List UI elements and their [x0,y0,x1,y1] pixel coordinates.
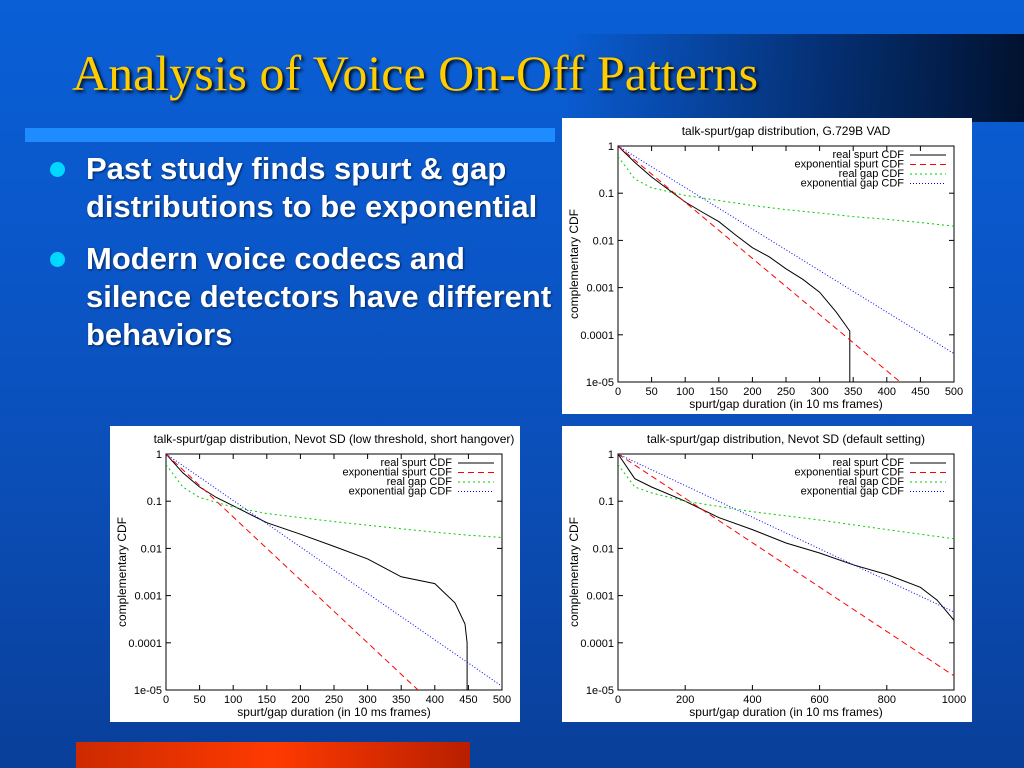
x-axis-label: spurt/gap duration (in 10 ms frames) [689,705,882,719]
y-axis-label: complementary CDF [115,517,129,627]
chart-svg: talk-spurt/gap distribution, Nevot SD (l… [115,432,515,719]
chart-svg: talk-spurt/gap distribution, Nevot SD (d… [567,432,966,719]
x-tick-label: 500 [945,386,963,398]
chart-nevot-low-threshold: talk-spurt/gap distribution, Nevot SD (l… [110,426,520,722]
series-line-1 [618,146,851,382]
legend-label: exponential gap CDF [349,486,453,498]
series-line-4 [618,454,954,613]
bullet-dot-icon [50,252,65,267]
x-tick-label: 300 [358,694,376,706]
x-tick-label: 800 [878,694,896,706]
bullet-item: Modern voice codecs and silence detector… [48,240,553,354]
chart-title: talk-spurt/gap distribution, Nevot SD (d… [647,432,925,446]
x-tick-label: 0 [615,694,621,706]
y-tick-label: 1 [608,141,614,153]
y-tick-label: 1e-05 [586,377,614,389]
title-underline-bar [25,128,555,142]
x-axis-label: spurt/gap duration (in 10 ms frames) [237,705,430,719]
legend-label: exponential spurt CDF [795,467,905,479]
y-tick-label: 0.0001 [128,638,162,650]
series-line-2 [618,146,901,382]
legend-label: real gap CDF [839,168,905,180]
x-tick-label: 250 [325,694,343,706]
legend-label: exponential spurt CDF [795,159,905,171]
y-axis-label: complementary CDF [567,209,581,319]
bullet-dot-icon [50,162,65,177]
series-line-3 [618,464,954,540]
chart-svg: talk-spurt/gap distribution, G.729B VAD 0… [567,124,963,411]
series-line-1 [618,454,954,621]
chart-title: talk-spurt/gap distribution, G.729B VAD [682,124,891,138]
legend-label: exponential spurt CDF [343,467,453,479]
x-tick-label: 0 [163,694,169,706]
legend-label: real gap CDF [839,476,905,488]
bullet-list: Past study finds spurt & gap distributio… [48,150,553,368]
title-band [0,34,1024,122]
y-tick-label: 0.01 [141,543,162,555]
x-tick-label: 400 [426,694,444,706]
x-tick-label: 250 [777,386,795,398]
x-tick-label: 450 [911,386,929,398]
y-tick-label: 1e-05 [586,685,614,697]
plot-frame [617,453,955,691]
chart-nevot-default: talk-spurt/gap distribution, Nevot SD (d… [562,426,972,722]
legend-label: real spurt CDF [832,457,904,469]
x-tick-label: 50 [193,694,205,706]
x-tick-label: 500 [493,694,511,706]
legend-label: real spurt CDF [380,457,452,469]
x-tick-label: 300 [810,386,828,398]
chart-g729b: talk-spurt/gap distribution, G.729B VAD 0… [562,118,972,414]
x-tick-label: 400 [743,694,761,706]
y-tick-label: 0.001 [134,591,162,603]
x-tick-label: 450 [459,694,477,706]
legend-label: real gap CDF [387,476,453,488]
x-tick-label: 100 [676,386,694,398]
legend-label: exponential gap CDF [801,486,905,498]
y-tick-label: 1 [608,449,614,461]
series-line-4 [166,454,502,687]
x-tick-label: 150 [710,386,728,398]
y-tick-label: 1e-05 [134,685,162,697]
x-tick-label: 200 [743,386,761,398]
x-tick-label: 600 [810,694,828,706]
series-line-2 [618,454,954,677]
x-axis-label: spurt/gap duration (in 10 ms frames) [689,397,882,411]
y-tick-label: 0.0001 [580,638,614,650]
series-group [618,146,954,382]
series-line-3 [166,464,502,538]
y-tick-label: 0.01 [593,543,614,555]
series-group [166,454,502,690]
series-line-3 [618,156,954,227]
x-tick-label: 400 [878,386,896,398]
y-tick-label: 0.001 [586,283,614,295]
x-tick-label: 350 [392,694,410,706]
legend-label: exponential gap CDF [801,178,905,190]
series-line-2 [166,454,419,690]
bullet-item: Past study finds spurt & gap distributio… [48,150,553,226]
y-tick-label: 0.1 [599,496,614,508]
x-tick-label: 150 [258,694,276,706]
x-tick-label: 100 [224,694,242,706]
x-tick-label: 350 [844,386,862,398]
y-tick-label: 0.1 [599,188,614,200]
bullet-text: Past study finds spurt & gap distributio… [86,151,538,224]
bullet-text: Modern voice codecs and silence detector… [86,241,552,352]
y-tick-label: 0.01 [593,235,614,247]
y-tick-label: 1 [156,449,162,461]
x-tick-label: 200 [291,694,309,706]
x-tick-label: 200 [676,694,694,706]
chart-title: talk-spurt/gap distribution, Nevot SD (l… [154,432,515,446]
x-tick-label: 1000 [942,694,966,706]
x-tick-label: 50 [645,386,657,398]
y-tick-label: 0.1 [147,496,162,508]
series-group [618,454,954,677]
x-tick-label: 0 [615,386,621,398]
y-tick-label: 0.0001 [580,330,614,342]
legend-label: real spurt CDF [832,149,904,161]
bottom-accent-bar [76,742,470,768]
y-tick-label: 0.001 [586,591,614,603]
slide-title: Analysis of Voice On-Off Patterns [72,45,759,101]
y-axis-label: complementary CDF [567,517,581,627]
